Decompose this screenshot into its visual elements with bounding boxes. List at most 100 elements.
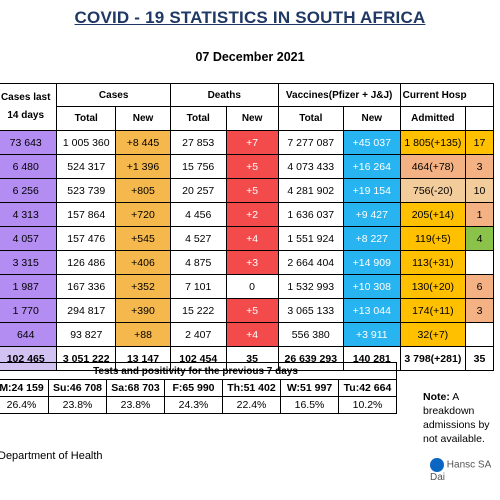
- header-cases-total: Total: [56, 106, 117, 131]
- header-admitted: Admitted: [399, 106, 467, 131]
- header-cases: Cases: [56, 83, 171, 107]
- vaccines-total-cell: 1 636 037: [277, 202, 344, 227]
- admitted-cell: 119(+5): [399, 226, 467, 251]
- table-row: 644 93 827 +88 2 407 +4 556 380 +3 911 32(+7): [0, 322, 494, 347]
- total-cases-14-days: 102 465: [0, 346, 58, 371]
- tests-count-cell: M:24 159: [0, 379, 49, 397]
- cases-total-cell: 157 476: [56, 226, 117, 251]
- deaths-new-cell: 0: [225, 274, 279, 299]
- header-vaccines: Vaccines(Pfizer + J&J): [277, 83, 401, 107]
- vaccines-total-cell: 4 281 902: [277, 178, 344, 203]
- tests-table: Tests and positivity for the previous 7 …: [0, 362, 397, 414]
- badge-text: Hansc SA Dai: [430, 459, 491, 483]
- extra-cell: 4: [465, 226, 494, 251]
- tests-positivity-cell: 16.5%: [280, 396, 339, 414]
- tests-positivity-cell: 10.2%: [338, 396, 397, 414]
- tests-heading: Tests and positivity for the previous 7 …: [0, 362, 397, 380]
- header-vaccines-total: Total: [277, 106, 344, 131]
- note-text: A breakdown admissions by not available.: [423, 391, 490, 445]
- cases-total-cell: 294 817: [56, 298, 117, 323]
- note-label: Note:: [423, 391, 450, 403]
- logo-icon: [430, 458, 444, 472]
- header-extra: [465, 106, 494, 131]
- table-row: 1 987 167 336 +352 7 101 0 1 532 993 +10 308 13…: [0, 274, 494, 299]
- header-vaccines-new: New: [342, 106, 401, 131]
- extra-cell: 3: [465, 154, 494, 179]
- vaccines-new-cell: +3 911: [342, 322, 401, 347]
- cases-14-days-cell: 4 313: [0, 202, 58, 227]
- table-row: 6 480 524 317 +1 396 15 756 +5 4 073 433 +16 2…: [0, 154, 494, 179]
- deaths-total-cell: 4 875: [169, 250, 227, 275]
- vaccines-total-cell: 1 551 924: [277, 226, 344, 251]
- tests-count-cell: W:51 997: [280, 379, 339, 397]
- note: Note: A breakdown admissions by not avai…: [423, 390, 500, 446]
- cases-new-cell: +8 445: [115, 130, 171, 155]
- cases-14-days-cell: 1 770: [0, 298, 58, 323]
- deaths-new-cell: +3: [225, 250, 279, 275]
- admitted-cell: 756(-20): [399, 178, 467, 203]
- cases-new-cell: +88: [115, 322, 171, 347]
- extra-cell: 6: [465, 274, 494, 299]
- vaccines-new-cell: +10 308: [342, 274, 401, 299]
- deaths-new-cell: +2: [225, 202, 279, 227]
- deaths-total-cell: 15 756: [169, 154, 227, 179]
- tests-count-cell: Sa:68 703: [106, 379, 165, 397]
- extra-cell: 3: [465, 298, 494, 323]
- cases-new-cell: +352: [115, 274, 171, 299]
- cases-new-cell: +805: [115, 178, 171, 203]
- footer-source: Department of Health: [0, 450, 103, 462]
- tests-positivity-cell: 23.8%: [106, 396, 165, 414]
- vaccines-new-cell: +9 427: [342, 202, 401, 227]
- stats-table: Cases last 14 days Cases Deaths Vaccines…: [0, 83, 495, 371]
- table-row: 4 057 157 476 +545 4 527 +4 1 551 924 +8 227 11…: [0, 226, 494, 251]
- header-cases-new: New: [115, 106, 171, 131]
- vaccines-total-cell: 556 380: [277, 322, 344, 347]
- total-admitted: 3 798(+281): [399, 346, 467, 371]
- header-deaths-total: Total: [169, 106, 227, 131]
- cases-total-cell: 126 486: [56, 250, 117, 275]
- vaccines-total-cell: 2 664 404: [277, 250, 344, 275]
- cases-new-cell: +720: [115, 202, 171, 227]
- cases-total-cell: 523 739: [56, 178, 117, 203]
- extra-cell: [465, 250, 494, 275]
- table-row: 73 643 1 005 360 +8 445 27 853 +7 7 277 087 +4…: [0, 130, 494, 155]
- vaccines-new-cell: +45 037: [342, 130, 401, 155]
- table-row: 3 315 126 486 +406 4 875 +3 2 664 404 +14 909 1…: [0, 250, 494, 275]
- vaccines-new-cell: +19 154: [342, 178, 401, 203]
- tests-count-cell: Su:46 708: [48, 379, 107, 397]
- tests-count-cell: Tu:42 664: [338, 379, 397, 397]
- extra-cell: 10: [465, 178, 494, 203]
- cases-total-cell: 1 005 360: [56, 130, 117, 155]
- cases-14-days-cell: 6 256: [0, 178, 58, 203]
- cases-new-cell: +545: [115, 226, 171, 251]
- cases-new-cell: +406: [115, 250, 171, 275]
- deaths-total-cell: 20 257: [169, 178, 227, 203]
- vaccines-new-cell: +16 264: [342, 154, 401, 179]
- deaths-new-cell: +4: [225, 322, 279, 347]
- deaths-new-cell: +5: [225, 154, 279, 179]
- admitted-cell: 113(+31): [399, 250, 467, 275]
- vaccines-total-cell: 7 277 087: [277, 130, 344, 155]
- admitted-cell: 464(+78): [399, 154, 467, 179]
- tests-count-cell: F:65 990: [164, 379, 223, 397]
- watermark-badge: Hansc SA Dai: [430, 458, 500, 483]
- cases-total-cell: 167 336: [56, 274, 117, 299]
- vaccines-total-cell: 1 532 993: [277, 274, 344, 299]
- deaths-new-cell: +5: [225, 178, 279, 203]
- cases-new-cell: +390: [115, 298, 171, 323]
- cases-total-cell: 93 827: [56, 322, 117, 347]
- page-title: COVID - 19 STATISTICS IN SOUTH AFRICA: [74, 8, 426, 27]
- header-cases-last-14-days: Cases last 14 days: [0, 83, 58, 131]
- table-row: 6 256 523 739 +805 20 257 +5 4 281 902 +19 154…: [0, 178, 494, 203]
- admitted-cell: 32(+7): [399, 322, 467, 347]
- admitted-cell: 205(+14): [399, 202, 467, 227]
- vaccines-new-cell: +14 909: [342, 250, 401, 275]
- extra-cell: 17: [465, 130, 494, 155]
- tests-positivity-cell: 24.3%: [164, 396, 223, 414]
- tests-row: M:24 159 Su:46 708 Sa:68 703 F:65 990 Th:51 …: [0, 379, 397, 397]
- cases-14-days-cell: 644: [0, 322, 58, 347]
- header-deaths-new: New: [225, 106, 279, 131]
- vaccines-new-cell: +8 227: [342, 226, 401, 251]
- cases-14-days-cell: 4 057: [0, 226, 58, 251]
- report-date: 07 December 2021: [195, 50, 305, 64]
